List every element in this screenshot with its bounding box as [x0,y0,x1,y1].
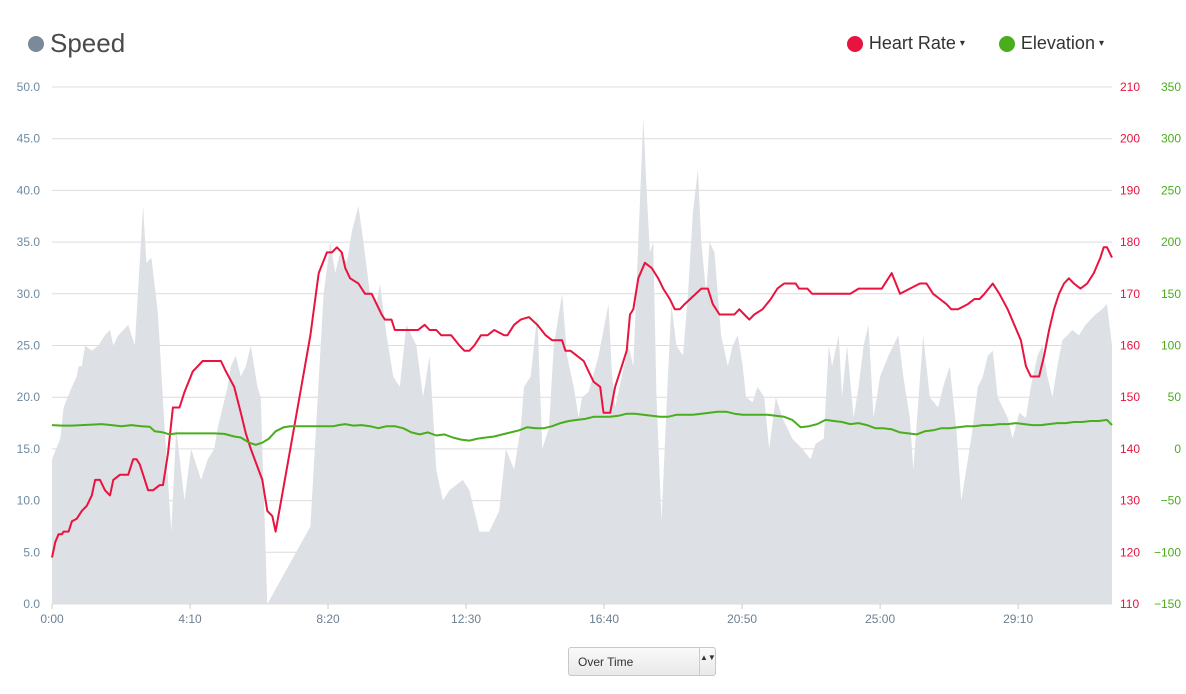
x-tick-label: 0:00 [40,612,64,626]
legend-item-elevation[interactable]: Elevation ▾ [998,33,1104,54]
legend-label-elevation: Elevation [1020,33,1095,53]
select-arrows-icon: ▲▼ [699,648,716,675]
speed-tick-label: 20.0 [17,390,41,404]
elevation-tick-label: 250 [1161,183,1181,197]
elevation-tick-label: 50 [1168,390,1182,404]
elevation-tick-label: −50 [1161,494,1182,508]
heart-rate-line [51,246,1113,558]
speed-tick-label: 25.0 [17,339,41,353]
x-tick-label: 29:10 [1003,612,1033,626]
legend-item-heart-rate[interactable]: Heart Rate ▾ [846,33,965,54]
speed-tick-label: 0.0 [23,597,40,611]
heart-rate-tick-label: 170 [1120,287,1140,301]
chevron-down-icon: ▾ [1098,38,1104,49]
speed-tick-label: 5.0 [23,545,40,559]
heart-rate-tick-label: 140 [1120,442,1140,456]
speed-tick-label: 40.0 [17,183,41,197]
elevation-tick-label: −100 [1154,545,1181,559]
x-tick-label: 12:30 [451,612,481,626]
speed-series-dot [28,35,44,52]
x-tick-label: 20:50 [727,612,757,626]
elevation-tick-label: 300 [1161,132,1181,146]
chevron-down-icon: ▾ [959,38,965,49]
mode-select-value: Over Time [578,655,634,669]
speed-area [52,118,1112,604]
heart-rate-tick-label: 110 [1120,597,1139,611]
series-lines-layer [51,246,1113,558]
elevation-tick-label: −150 [1154,597,1181,611]
chart-plot: 0.0 5.0 10.0 15.0 20.0 25.0 30.0 35.0 40.0 45.0 50… [17,80,1182,626]
elevation-line [51,410,1113,446]
speed-tick-label: 35.0 [17,235,41,249]
elevation-tick-label: 100 [1161,339,1181,353]
elevation-tick-label: 150 [1161,287,1181,301]
speed-tick-label: 30.0 [17,287,41,301]
speed-tick-label: 50.0 [17,80,41,94]
elevation-tick-label: 0 [1174,442,1181,456]
heart-rate-tick-label: 150 [1120,390,1140,404]
heart-rate-axis: 110 120 130 140 150 160 170 180 190 200 210 [1120,80,1140,611]
heart-rate-tick-label: 120 [1120,545,1140,559]
heart-rate-tick-label: 200 [1120,132,1140,146]
heart-rate-tick-label: 160 [1120,339,1140,353]
speed-tick-label: 45.0 [17,132,41,146]
mode-select[interactable]: Over Time ▲▼ [568,647,716,676]
heart-rate-tick-label: 180 [1120,235,1140,249]
elevation-tick-label: 200 [1161,235,1181,249]
speed-area-layer [52,118,1112,604]
time-axis: 0:00 4:10 8:20 12:30 16:40 20:50 25:00 29:10 [40,604,1033,626]
heart-rate-tick-label: 130 [1120,494,1140,508]
legend-label-heart-rate: Heart Rate [868,33,956,53]
elevation-axis: −150 −100 −50 0 50 100 150 200 250 300 350 [1154,80,1181,611]
chart-title-group: Speed [28,28,125,59]
speed-tick-label: 10.0 [17,494,41,508]
speed-tick-label: 15.0 [17,442,41,456]
elevation-legend-dot [998,35,1015,52]
heart-rate-tick-label: 210 [1120,80,1140,94]
x-tick-label: 8:20 [316,612,340,626]
heart-rate-legend-dot [846,35,863,52]
elevation-tick-label: 350 [1161,80,1181,94]
heart-rate-tick-label: 190 [1120,183,1140,197]
legend: Heart Rate ▾ Elevation ▾ [846,33,1104,54]
x-tick-label: 4:10 [178,612,202,626]
x-tick-label: 16:40 [589,612,619,626]
speed-axis: 0.0 5.0 10.0 15.0 20.0 25.0 30.0 35.0 40.0 45.0 50… [17,80,41,611]
x-tick-label: 25:00 [865,612,895,626]
chart-title: Speed [50,28,126,58]
chart-header: Speed Heart Rate ▾ Elevation ▾ [0,0,1186,80]
